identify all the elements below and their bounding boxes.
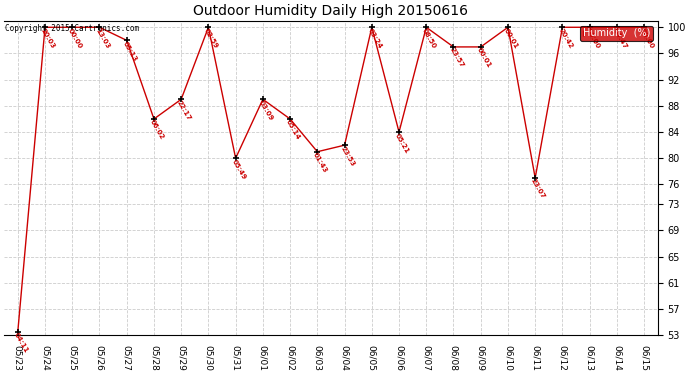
Text: Copyright 2015 Cartronics.com: Copyright 2015 Cartronics.com: [5, 24, 139, 33]
Title: Outdoor Humidity Daily High 20150616: Outdoor Humidity Daily High 20150616: [193, 4, 469, 18]
Text: 00:01: 00:01: [475, 47, 492, 69]
Text: 00:00: 00:00: [584, 27, 601, 50]
Text: 23:53: 23:53: [339, 145, 355, 167]
Legend: Humidity  (%): Humidity (%): [580, 26, 653, 41]
Text: 05:13: 05:13: [121, 40, 138, 63]
Text: 00:01: 00:01: [503, 27, 519, 50]
Text: 00:00: 00:00: [67, 27, 83, 50]
Text: 03:09: 03:09: [257, 99, 274, 122]
Text: 04:47: 04:47: [612, 27, 628, 50]
Text: 23:57: 23:57: [448, 47, 464, 69]
Text: 00:00: 00:00: [639, 27, 656, 50]
Text: 03:24: 03:24: [366, 27, 383, 50]
Text: 01:43: 01:43: [312, 152, 328, 174]
Text: 05:21: 05:21: [394, 132, 410, 154]
Text: 08:50: 08:50: [421, 27, 437, 50]
Text: 20:42: 20:42: [558, 27, 573, 50]
Text: 13:03: 13:03: [95, 27, 110, 50]
Text: 22:17: 22:17: [176, 99, 193, 122]
Text: 04:11: 04:11: [12, 332, 29, 354]
Text: 06:02: 06:02: [149, 119, 165, 141]
Text: 05:49: 05:49: [230, 158, 247, 180]
Text: 05:14: 05:14: [285, 119, 302, 141]
Text: 20:03: 20:03: [40, 27, 56, 50]
Text: 23:07: 23:07: [530, 178, 546, 200]
Text: 02:59: 02:59: [204, 27, 219, 50]
